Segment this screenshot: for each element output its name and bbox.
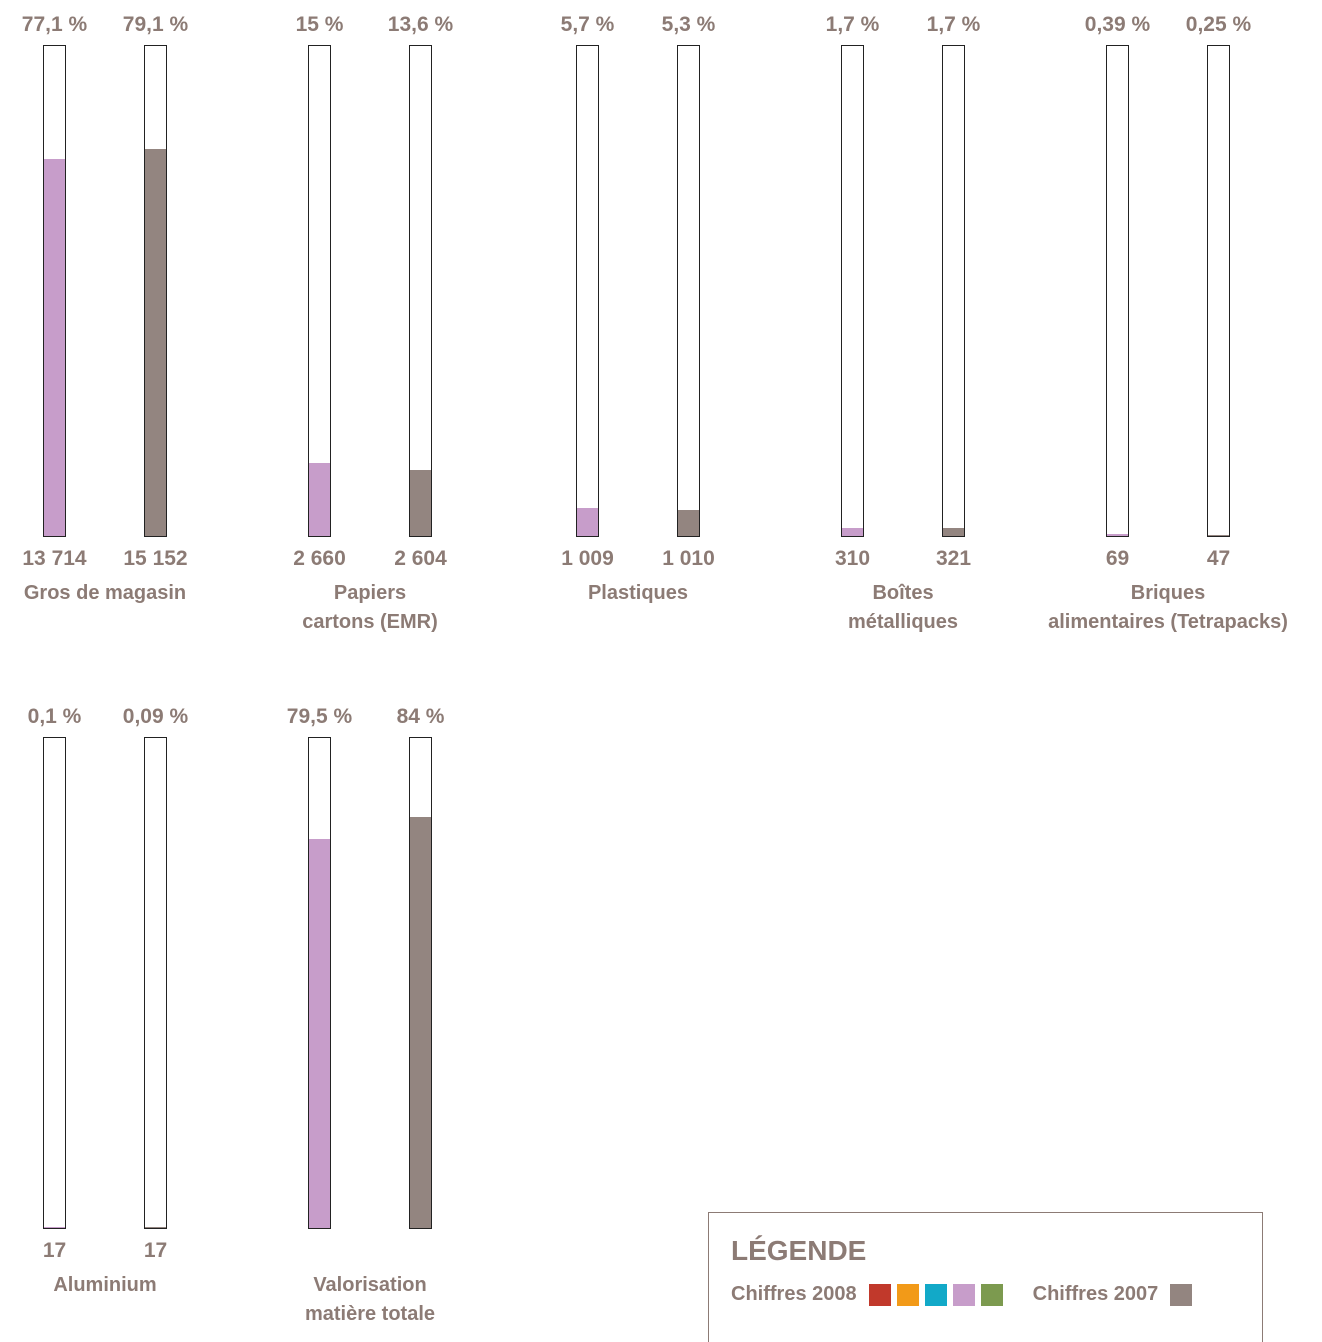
percent-label-2007: 5,3 % <box>661 13 716 36</box>
bar-2008 <box>309 839 330 1228</box>
bar-2007 <box>678 510 699 536</box>
bar-track-2007 <box>677 45 700 537</box>
percent-label-2007: 0,25 % <box>1185 13 1252 36</box>
legend-swatches-2008 <box>868 1283 1009 1306</box>
bar-2007 <box>943 527 964 536</box>
bar-track-2007 <box>409 45 432 537</box>
tonnage-label-2007: 17 <box>143 1239 168 1262</box>
bar-track-2007 <box>409 737 432 1229</box>
tonnage-label-2007: 15 152 <box>123 547 188 570</box>
percent-label-2007: 79,1 % <box>122 13 189 36</box>
legend-label-2008: Chiffres 2008 <box>731 1283 857 1305</box>
percent-label-2007: 13,6 % <box>387 13 454 36</box>
percent-label-2007: 0,09 % <box>122 705 189 728</box>
bar-track-2008 <box>43 45 66 537</box>
tonnage-label-2007: 321 <box>935 547 972 570</box>
bar-track-2008 <box>308 45 331 537</box>
bar-2008 <box>44 1226 65 1228</box>
legend-swatch-2008-2 <box>924 1283 947 1306</box>
bar-track-2008 <box>43 737 66 1229</box>
bar-2007 <box>410 817 431 1228</box>
tonnage-label-2008: 13 714 <box>22 547 87 570</box>
percent-label-2008: 77,1 % <box>21 13 88 36</box>
legend-swatch-2008-3 <box>952 1283 975 1306</box>
bar-track-2007 <box>144 45 167 537</box>
legend-swatch-2007-0 <box>1170 1283 1193 1306</box>
bar-track-2007 <box>1207 45 1230 537</box>
percent-label-2008: 0,39 % <box>1084 13 1151 36</box>
percent-label-2007: 1,7 % <box>926 13 981 36</box>
percent-label-2008: 5,7 % <box>560 13 615 36</box>
tonnage-label-2007: 1 010 <box>662 547 715 570</box>
bar-2007 <box>410 469 431 536</box>
bar-track-2008 <box>576 45 599 537</box>
legend-box: LÉGENDE Chiffres 2008 Chiffres 2007 <box>708 1212 1263 1342</box>
bar-2008 <box>577 508 598 536</box>
legend-title: LÉGENDE <box>731 1235 867 1266</box>
category-label: Gros de magasin <box>23 582 187 604</box>
bar-2008 <box>309 462 330 536</box>
bar-2008 <box>842 527 863 536</box>
tonnage-label-2008: 1 009 <box>561 547 614 570</box>
bar-track-2008 <box>841 45 864 537</box>
tonnage-label-2008: 17 <box>42 1239 67 1262</box>
legend-swatch-2008-4 <box>980 1283 1003 1306</box>
bar-track-2007 <box>144 737 167 1229</box>
percent-label-2007: 84 % <box>396 705 445 728</box>
category-label: Papiers cartons (EMR) <box>302 582 438 633</box>
tonnage-label-2008: 310 <box>834 547 871 570</box>
bar-track-2008 <box>1106 45 1129 537</box>
bar-2008 <box>44 158 65 536</box>
legend-label-2007: Chiffres 2007 <box>1032 1283 1159 1305</box>
percent-label-2008: 0,1 % <box>27 705 82 728</box>
category-label: Aluminium <box>53 1274 157 1296</box>
tonnage-label-2008: 69 <box>1105 547 1130 570</box>
legend-swatch-2008-0 <box>868 1283 891 1306</box>
bar-track-2007 <box>942 45 965 537</box>
tonnage-label-2007: 47 <box>1206 547 1231 570</box>
category-label: Plastiques <box>587 582 689 604</box>
tonnage-label-2007: 2 604 <box>394 547 447 570</box>
bar-track-2008 <box>308 737 331 1229</box>
legend-swatch-2008-1 <box>896 1283 919 1306</box>
bar-2007 <box>145 1226 166 1228</box>
category-label: Briques alimentaires (Tetrapacks) <box>1048 582 1288 633</box>
percent-label-2008: 15 % <box>295 13 344 36</box>
tonnage-label-2008: 2 660 <box>293 547 346 570</box>
category-label: Valorisation matière totale <box>304 1274 436 1325</box>
legend-swatch-2007 <box>1170 1283 1198 1306</box>
bar-2007 <box>145 149 166 536</box>
bar-2008 <box>1107 534 1128 536</box>
category-label: Boîtes métalliques <box>847 582 959 633</box>
legend-row: Chiffres 2008 Chiffres 2007 <box>731 1283 1198 1306</box>
bar-2007 <box>1208 534 1229 536</box>
percent-label-2008: 1,7 % <box>825 13 880 36</box>
percent-label-2008: 79,5 % <box>286 705 353 728</box>
